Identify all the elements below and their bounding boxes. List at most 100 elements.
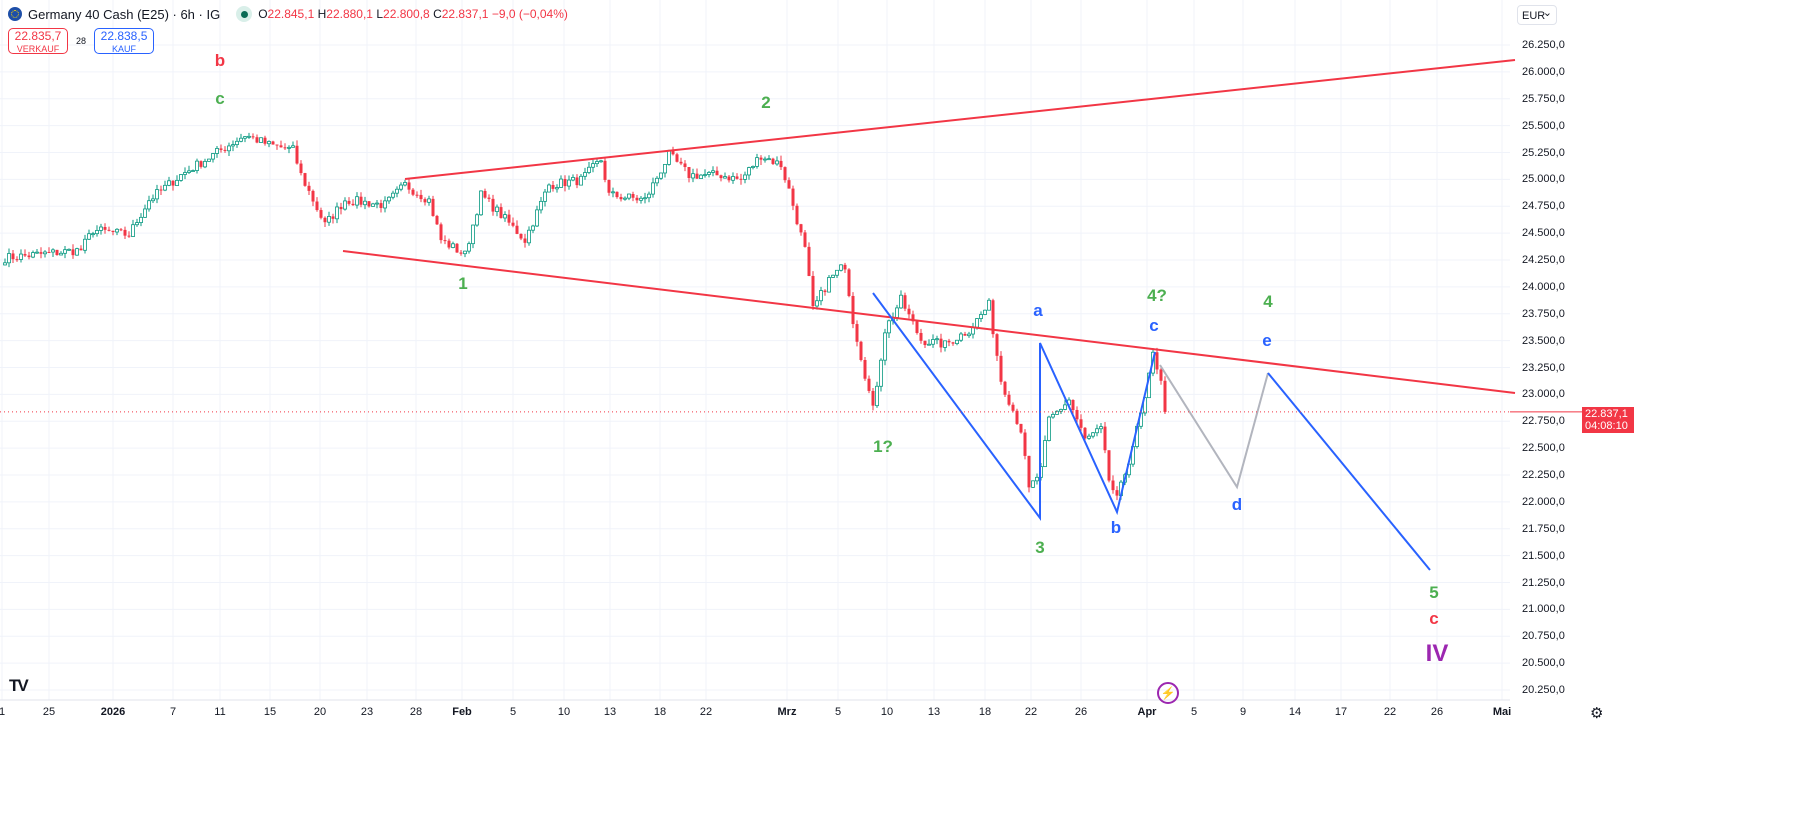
wave-label-5[interactable]: 5	[1429, 583, 1439, 602]
candle-up	[75, 248, 79, 256]
legend-header: Germany 40 Cash (E25) · 6h · IG O22.845,…	[8, 6, 568, 22]
time-tick-label: 13	[927, 706, 941, 718]
candle-up	[955, 339, 959, 344]
candle-down	[511, 222, 515, 226]
candle-down	[783, 167, 787, 181]
candle-down	[771, 158, 775, 164]
wave-label-2[interactable]: 2	[761, 93, 771, 112]
symbol-title[interactable]: Germany 40 Cash (E25) · 6h · IG	[28, 6, 221, 22]
candle-up	[535, 209, 539, 227]
ohlc-values: O22.845,1 H22.880,1 L22.800,8 C22.837,1 …	[258, 7, 568, 21]
sell-price: 22.835,7	[14, 29, 62, 43]
wave-label-d[interactable]: d	[1231, 495, 1243, 514]
candle-up	[335, 206, 339, 220]
wave-label-1[interactable]: 1	[458, 274, 468, 293]
candle-up	[467, 243, 471, 252]
candle-up	[287, 146, 291, 149]
candle-down	[447, 240, 451, 248]
candle-up	[1099, 426, 1103, 430]
candle-down	[863, 359, 867, 379]
candle-down	[687, 167, 691, 178]
wave-label-e[interactable]: e	[1262, 331, 1272, 350]
candle-up	[471, 224, 475, 245]
candle-up	[327, 216, 331, 223]
candle-down	[991, 300, 995, 335]
low-label: L	[376, 7, 384, 21]
lightning-icon[interactable]: ⚡	[1157, 682, 1179, 704]
buy-button[interactable]: 22.838,5 KAUF	[94, 28, 155, 54]
candle-down	[127, 235, 131, 237]
candle-down	[787, 180, 791, 189]
wave-label-4[interactable]: 4	[1263, 292, 1273, 311]
candle-up	[935, 338, 939, 341]
candle-down	[199, 161, 203, 167]
candle-up	[139, 216, 143, 224]
sell-button[interactable]: 22.835,7 VERKAUF	[8, 28, 68, 54]
candle-up	[167, 180, 171, 186]
candle-down	[619, 197, 623, 200]
time-tick-label: Feb	[452, 706, 472, 718]
candle-down	[843, 264, 847, 270]
price-tick-label: 20.500,0	[1522, 657, 1565, 670]
candle-down	[859, 341, 863, 360]
candle-up	[475, 214, 479, 226]
wave-label-b[interactable]: b	[214, 51, 226, 70]
price-tick-label: 23.750,0	[1522, 307, 1565, 320]
candle-up	[943, 340, 947, 348]
candle-up	[239, 137, 243, 142]
tradingview-logo-icon[interactable]: TV	[9, 676, 29, 695]
candle-down	[1159, 369, 1163, 381]
candle-up	[591, 163, 595, 168]
wave-label-c[interactable]: c	[215, 89, 225, 108]
candle-up	[531, 225, 535, 231]
candle-down	[871, 390, 875, 406]
candle-down	[671, 150, 675, 155]
wave-label-4q[interactable]: 4?	[1147, 286, 1167, 305]
candle-up	[987, 299, 991, 311]
lower-trendline[interactable]	[342, 250, 1516, 394]
candle-down	[23, 254, 27, 256]
settings-icon[interactable]: ⚙	[1590, 705, 1604, 722]
wave-path-abc[interactable]	[872, 292, 1156, 522]
candle-up	[91, 233, 95, 236]
candle-up	[87, 233, 91, 240]
candle-up	[831, 274, 835, 278]
candle-up	[899, 294, 903, 309]
currency-select[interactable]: EUR	[1517, 3, 1557, 25]
candle-up	[83, 238, 87, 251]
wave-label-1q[interactable]: 1?	[873, 437, 893, 456]
upper-trendline[interactable]	[404, 59, 1516, 180]
candle-up	[775, 160, 779, 165]
wave-label-c-mid[interactable]: c	[1149, 316, 1159, 335]
candle-up	[31, 252, 35, 258]
candle-down	[1023, 432, 1027, 456]
wave-label-b-low[interactable]: b	[1110, 518, 1122, 537]
candle-down	[867, 378, 871, 391]
candle-down	[419, 194, 423, 200]
candle-up	[231, 144, 235, 147]
candle-up	[979, 314, 983, 319]
candle-down	[303, 173, 307, 186]
price-tick-label: 22.500,0	[1522, 442, 1565, 455]
candle-down	[11, 253, 15, 260]
time-tick-label: 17	[1334, 706, 1348, 718]
market-status-icon[interactable]	[236, 6, 253, 22]
projection-path-blue[interactable]	[1267, 372, 1431, 571]
candle-down	[1107, 450, 1111, 481]
candle-up	[243, 136, 247, 139]
time-tick-label: 22	[699, 706, 713, 718]
candle-down	[1011, 404, 1015, 411]
candle-down	[923, 340, 927, 346]
candle-down	[379, 203, 383, 208]
time-tick-label: 25	[42, 706, 56, 718]
projection-path-grey[interactable]	[1159, 364, 1269, 490]
wave-label-iv[interactable]: IV	[1425, 640, 1449, 667]
wave-label-3[interactable]: 3	[1035, 538, 1045, 557]
wave-label-c-end[interactable]: c	[1429, 609, 1439, 628]
candle-down	[39, 252, 43, 254]
wave-label-a[interactable]: a	[1033, 301, 1043, 320]
candle-down	[359, 196, 363, 205]
candle-down	[279, 145, 283, 148]
candle-down	[823, 290, 827, 293]
